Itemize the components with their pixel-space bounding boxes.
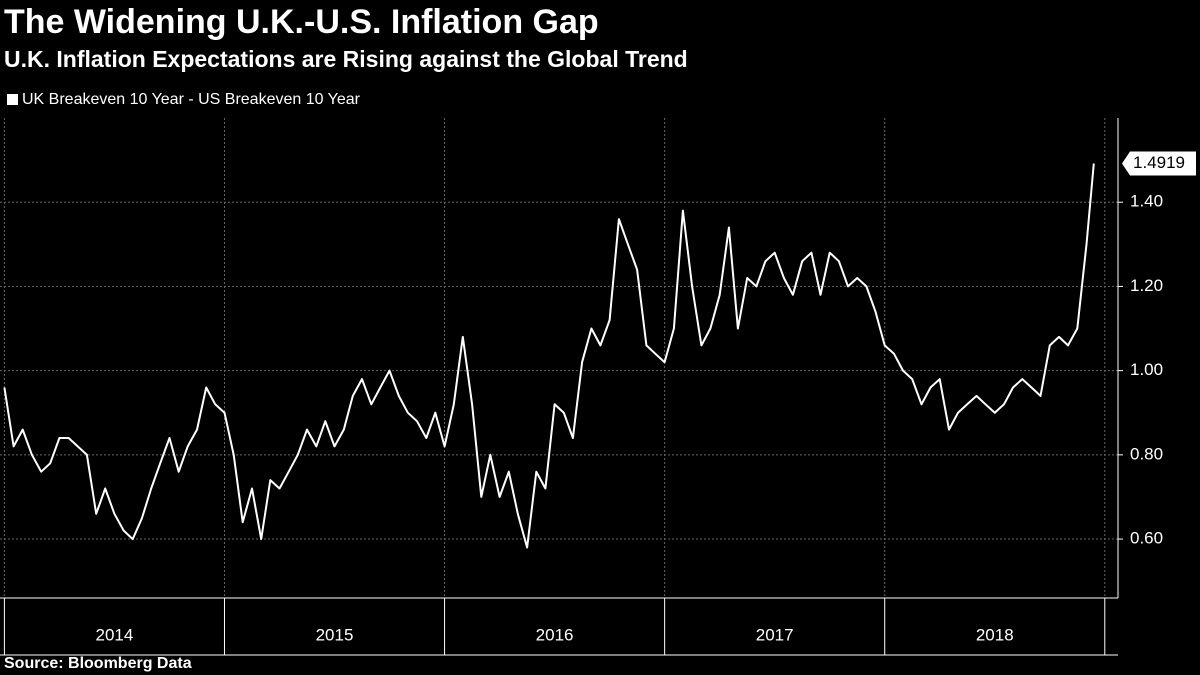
y-tick-label: 1.00 <box>1130 360 1163 379</box>
y-tick-label: 1.40 <box>1130 192 1163 211</box>
y-tick-label: 0.80 <box>1130 444 1163 463</box>
y-tick-label: 0.60 <box>1130 529 1163 548</box>
x-tick-label: 2016 <box>536 625 574 644</box>
legend-swatch <box>7 94 18 105</box>
chart-subtitle: U.K. Inflation Expectations are Rising a… <box>4 46 688 72</box>
legend-label: UK Breakeven 10 Year - US Breakeven 10 Y… <box>22 91 361 108</box>
last-value-label: 1.4919 <box>1133 153 1185 172</box>
last-value-box <box>1122 151 1196 176</box>
source: Source: Bloomberg Data <box>4 655 192 672</box>
y-tick-label: 1.20 <box>1130 276 1163 295</box>
x-tick-label: 2017 <box>756 625 794 644</box>
x-tick-label: 2018 <box>976 625 1014 644</box>
chart-title: The Widening U.K.-U.S. Inflation Gap <box>4 3 599 41</box>
x-tick-label: 2015 <box>316 625 354 644</box>
x-tick-label: 2014 <box>96 625 134 644</box>
data-line <box>3 163 1095 549</box>
